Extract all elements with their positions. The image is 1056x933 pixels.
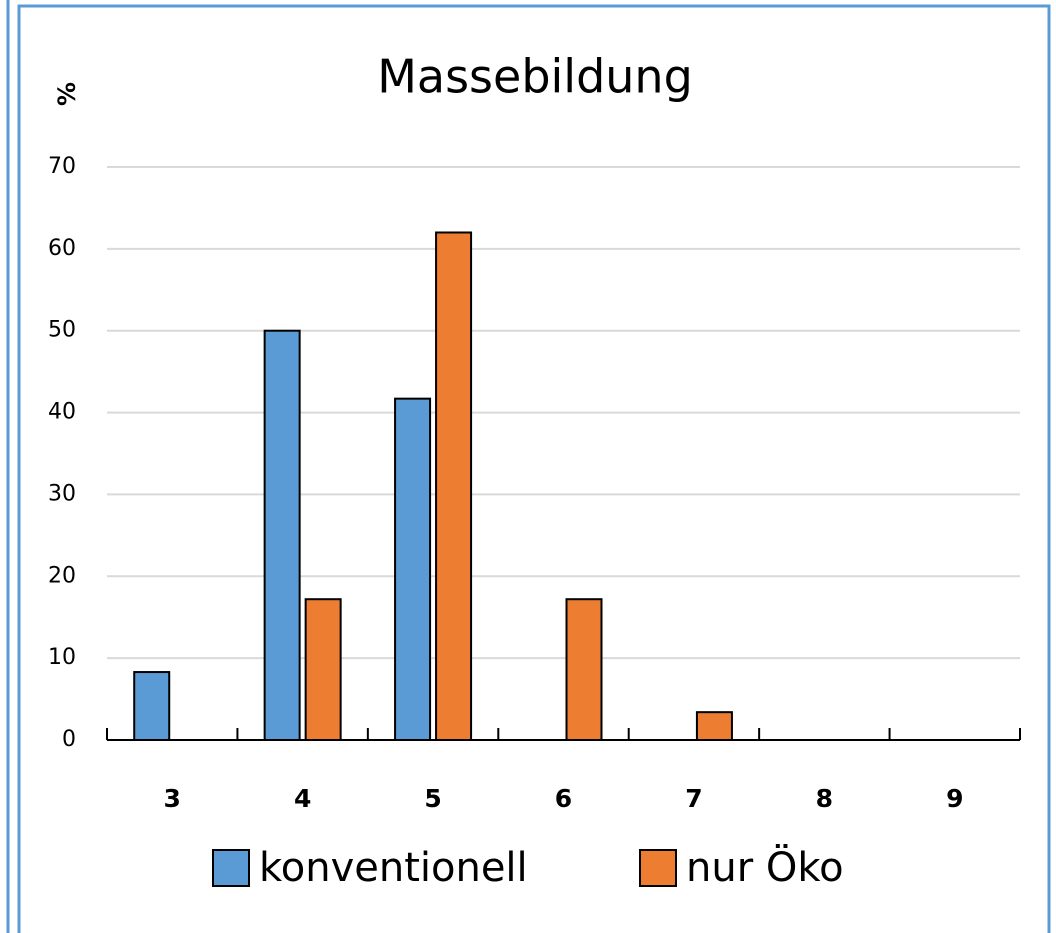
y-tick-label: 60 bbox=[48, 236, 76, 261]
x-tick-label: 7 bbox=[685, 784, 702, 813]
bar bbox=[304, 598, 342, 741]
x-tick-label: 8 bbox=[816, 784, 833, 813]
x-tick-label: 5 bbox=[424, 784, 441, 813]
bar bbox=[263, 329, 301, 741]
y-tick-label: 40 bbox=[48, 400, 76, 425]
bar bbox=[695, 711, 733, 742]
y-tick-label: 10 bbox=[48, 645, 76, 670]
x-tick-label: 9 bbox=[946, 784, 963, 813]
bar bbox=[133, 671, 171, 742]
legend-label: nur Öko bbox=[686, 843, 844, 891]
frame bbox=[17, 4, 1051, 933]
legend-label: konventionell bbox=[259, 845, 528, 891]
bar bbox=[394, 397, 432, 741]
y-tick-label: 30 bbox=[48, 481, 76, 506]
y-tick-label: 70 bbox=[48, 154, 76, 179]
bar bbox=[435, 231, 473, 741]
legend-swatch bbox=[639, 849, 677, 887]
legend-swatch bbox=[212, 849, 250, 887]
y-tick-label: 0 bbox=[62, 727, 76, 752]
y-axis-label: % bbox=[53, 82, 81, 106]
x-tick-label: 4 bbox=[294, 784, 311, 813]
x-tick-label: 6 bbox=[555, 784, 572, 813]
chart-title: Massebildung bbox=[377, 50, 693, 104]
y-tick-label: 50 bbox=[48, 318, 76, 343]
x-tick-label: 3 bbox=[164, 784, 181, 813]
y-tick-label: 20 bbox=[48, 563, 76, 588]
bar bbox=[565, 598, 603, 741]
